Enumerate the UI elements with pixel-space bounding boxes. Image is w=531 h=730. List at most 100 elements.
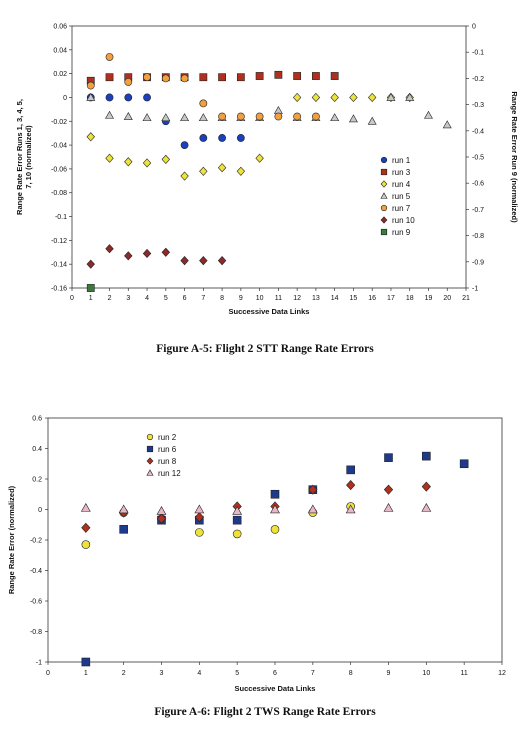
data-point (386, 92, 396, 101)
data-point (330, 92, 339, 103)
legend-marker (380, 192, 388, 199)
data-point (161, 74, 170, 83)
data-point (367, 116, 377, 125)
data-point (424, 110, 433, 119)
x-tick-label: 2 (122, 670, 126, 677)
legend-label: run 10 (392, 216, 415, 225)
y-left-tick-label: -0.12 (51, 238, 67, 245)
data-point (143, 93, 151, 102)
legend-marker (380, 204, 388, 212)
data-point (199, 73, 208, 82)
data-point (270, 504, 280, 514)
y-left-tick-label: -0.16 (51, 286, 67, 293)
x-tick-label: 9 (387, 670, 391, 677)
legend-label: run 7 (392, 204, 411, 213)
x-tick-label: 9 (239, 295, 243, 302)
x-tick-label: 4 (145, 295, 149, 302)
y-tick-label: 0.6 (32, 416, 42, 423)
data-point (194, 504, 205, 514)
data-point (384, 453, 393, 462)
data-point (217, 256, 227, 266)
data-point (105, 53, 114, 61)
data-point (232, 515, 242, 525)
x-tick-label: 1 (84, 670, 88, 677)
data-point (383, 502, 394, 512)
data-point (124, 251, 133, 261)
y-axis-label: Range Rate Error (normalized) (7, 485, 16, 594)
y-right-tick-label: -0.4 (472, 128, 484, 135)
series-run-1 (86, 93, 245, 149)
data-point (270, 525, 280, 534)
x-tick-label: 11 (275, 295, 282, 302)
data-point (312, 112, 320, 121)
data-point (383, 484, 394, 495)
legend-marker (146, 433, 154, 441)
legend-label: run 4 (392, 180, 411, 189)
data-point (274, 70, 283, 79)
x-tick-label: 0 (70, 295, 74, 302)
data-point (368, 92, 377, 103)
series-run-10 (86, 244, 227, 269)
legend-marker (146, 457, 154, 465)
data-point (422, 451, 431, 461)
x-tick-label: 13 (312, 295, 320, 302)
data-point (273, 105, 283, 114)
y-left-tick-label: -0.14 (51, 262, 67, 269)
plot-frame (47, 417, 503, 663)
data-point (236, 134, 245, 142)
data-point (349, 92, 358, 103)
data-point (232, 506, 243, 515)
legend-marker (380, 216, 388, 224)
x-tick-label: 7 (311, 670, 315, 677)
data-point (236, 112, 245, 121)
data-point (80, 502, 91, 512)
x-tick-label: 18 (406, 295, 414, 302)
figure-a5-chart: 0 1 2 3 4 5 6 7 8 9 10 11 12 13 14 15 16 17 18 19 20 210.060.… (15, 24, 519, 356)
y-right-axis-label: Range Rate Error Run 9 (normalized) (510, 91, 519, 223)
data-point (330, 72, 339, 80)
x-axis-label: Successive Data Links (235, 684, 316, 693)
x-tick-label: 5 (235, 670, 239, 677)
x-tick-label: 6 (273, 670, 277, 677)
data-point (118, 504, 129, 514)
figure-caption: Figure A-5: Flight 2 STT Range Rate Erro… (156, 343, 374, 355)
data-point (348, 114, 358, 123)
y-left-tick-label: -0.02 (51, 119, 67, 126)
legend-label: run 2 (158, 433, 177, 442)
data-point (105, 93, 114, 102)
data-point (124, 157, 133, 167)
x-tick-label: 17 (387, 295, 395, 302)
data-point (86, 259, 95, 269)
y-tick-label: 0.2 (32, 477, 42, 484)
data-point (124, 78, 133, 86)
data-point (308, 484, 318, 495)
data-point (195, 528, 204, 537)
data-point (312, 72, 320, 80)
data-point (86, 81, 95, 90)
y-left-tick-label: 0.02 (53, 71, 67, 78)
data-point (236, 166, 246, 176)
data-point (180, 141, 189, 149)
y-left-tick-label: 0.06 (53, 24, 67, 31)
data-point (442, 120, 452, 129)
data-point (345, 504, 356, 514)
data-point (156, 513, 167, 524)
data-point (86, 284, 95, 292)
y-right-tick-label: 0 (472, 24, 476, 31)
x-axis-label: Successive Data Links (229, 307, 310, 316)
data-point (330, 113, 340, 122)
x-tick-label: 19 (425, 295, 433, 302)
data-point (218, 112, 226, 121)
x-tick-label: 0 (46, 670, 50, 677)
y-left-tick-label: -0.06 (51, 166, 67, 173)
data-point (180, 256, 189, 266)
x-tick-label: 8 (220, 295, 224, 302)
series-run-6 (81, 451, 469, 667)
legend-label: run 8 (158, 457, 177, 466)
data-point (81, 657, 91, 667)
series-run-5 (86, 92, 452, 129)
data-point (307, 504, 318, 514)
x-tick-label: 4 (197, 670, 201, 677)
series-run-12 (80, 502, 432, 515)
y-right-tick-label: -1 (472, 286, 478, 293)
